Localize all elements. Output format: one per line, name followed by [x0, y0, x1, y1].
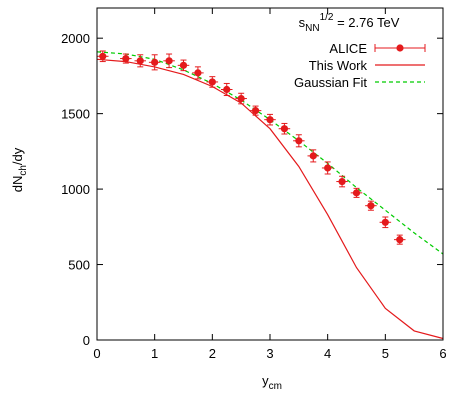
x-tick-label: 2 [209, 346, 216, 361]
legend: ALICE This Work Gaussian Fit [294, 41, 426, 90]
legend-swatch-marker [396, 44, 404, 52]
data-marker [223, 85, 231, 94]
x-tick-label: 4 [324, 346, 331, 361]
x-tick-label: 3 [266, 346, 273, 361]
x-tick-label: 6 [439, 346, 446, 361]
y-tick-label: 1000 [61, 182, 90, 197]
legend-label: ALICE [329, 41, 367, 56]
data-marker [208, 78, 216, 86]
data-point [192, 66, 204, 80]
data-marker [99, 52, 107, 60]
annotation-superscript: 1/2 [320, 12, 334, 23]
legend-entry: ALICE [329, 41, 426, 56]
x-axis-label-base: y [262, 373, 269, 388]
axis-ticks: 0 1 2 3 4 5 6 0 500 1000 1500 2000 [61, 8, 447, 361]
x-tick-label: 5 [382, 346, 389, 361]
data-point [321, 161, 334, 175]
y-tick-label: 0 [83, 333, 90, 348]
data-point [293, 134, 305, 148]
model-curve [96, 58, 444, 340]
x-axis-label-subscript: cm [269, 381, 282, 392]
data-point [264, 113, 276, 126]
y-axis-label-subscript: ch [18, 165, 29, 176]
data-point [120, 53, 132, 64]
x-tick-label: 1 [151, 346, 158, 361]
data-point [249, 105, 262, 116]
y-tick-label: 2000 [61, 31, 90, 46]
data-marker [309, 152, 317, 160]
y-axis-label: dNch/dy [10, 147, 29, 192]
data-marker [266, 116, 274, 124]
data-marker [122, 54, 130, 63]
data-marker [338, 177, 346, 186]
data-marker [367, 202, 375, 210]
data-point [393, 234, 406, 245]
data-marker [136, 57, 144, 65]
annotation-subscript: NN [305, 23, 319, 34]
data-marker [396, 236, 404, 244]
legend-entry: Gaussian Fit [294, 75, 425, 90]
data-marker [324, 164, 332, 172]
data-marker [165, 57, 173, 65]
data-point [336, 175, 348, 188]
data-marker [352, 189, 361, 197]
legend-label: Gaussian Fit [294, 75, 367, 90]
data-point [235, 92, 247, 105]
data-point [278, 122, 291, 135]
data-marker [179, 61, 188, 69]
data-point [307, 149, 320, 163]
data-point [134, 54, 147, 68]
data-point [206, 76, 219, 88]
data-marker [381, 218, 389, 226]
data-marker [295, 137, 303, 145]
x-axis-label: ycm [262, 373, 282, 392]
plot-marks [96, 50, 444, 340]
data-marker [280, 125, 289, 133]
y-tick-label: 1500 [61, 107, 90, 122]
data-point [220, 82, 233, 97]
data-point [365, 200, 377, 211]
data-point [148, 54, 161, 71]
data-point [97, 50, 109, 63]
data-point [177, 59, 190, 72]
data-marker [194, 69, 202, 77]
y-axis-label-suffix: /dy [10, 147, 25, 165]
annotation-base: s [299, 15, 306, 30]
data-point [163, 53, 175, 69]
data-marker [251, 107, 260, 115]
y-tick-label: 500 [68, 258, 90, 273]
y-axis-label-base: dN [10, 176, 25, 193]
data-point [379, 216, 392, 229]
annotation-value: = 2.76 TeV [333, 15, 399, 30]
data-marker [237, 94, 245, 103]
legend-label: This Work [309, 58, 368, 73]
energy-annotation: sNN1/2 = 2.76 TeV [299, 12, 400, 34]
legend-entry: This Work [309, 58, 425, 73]
data-point [350, 187, 363, 198]
data-marker [151, 58, 159, 66]
x-tick-label: 0 [93, 346, 100, 361]
